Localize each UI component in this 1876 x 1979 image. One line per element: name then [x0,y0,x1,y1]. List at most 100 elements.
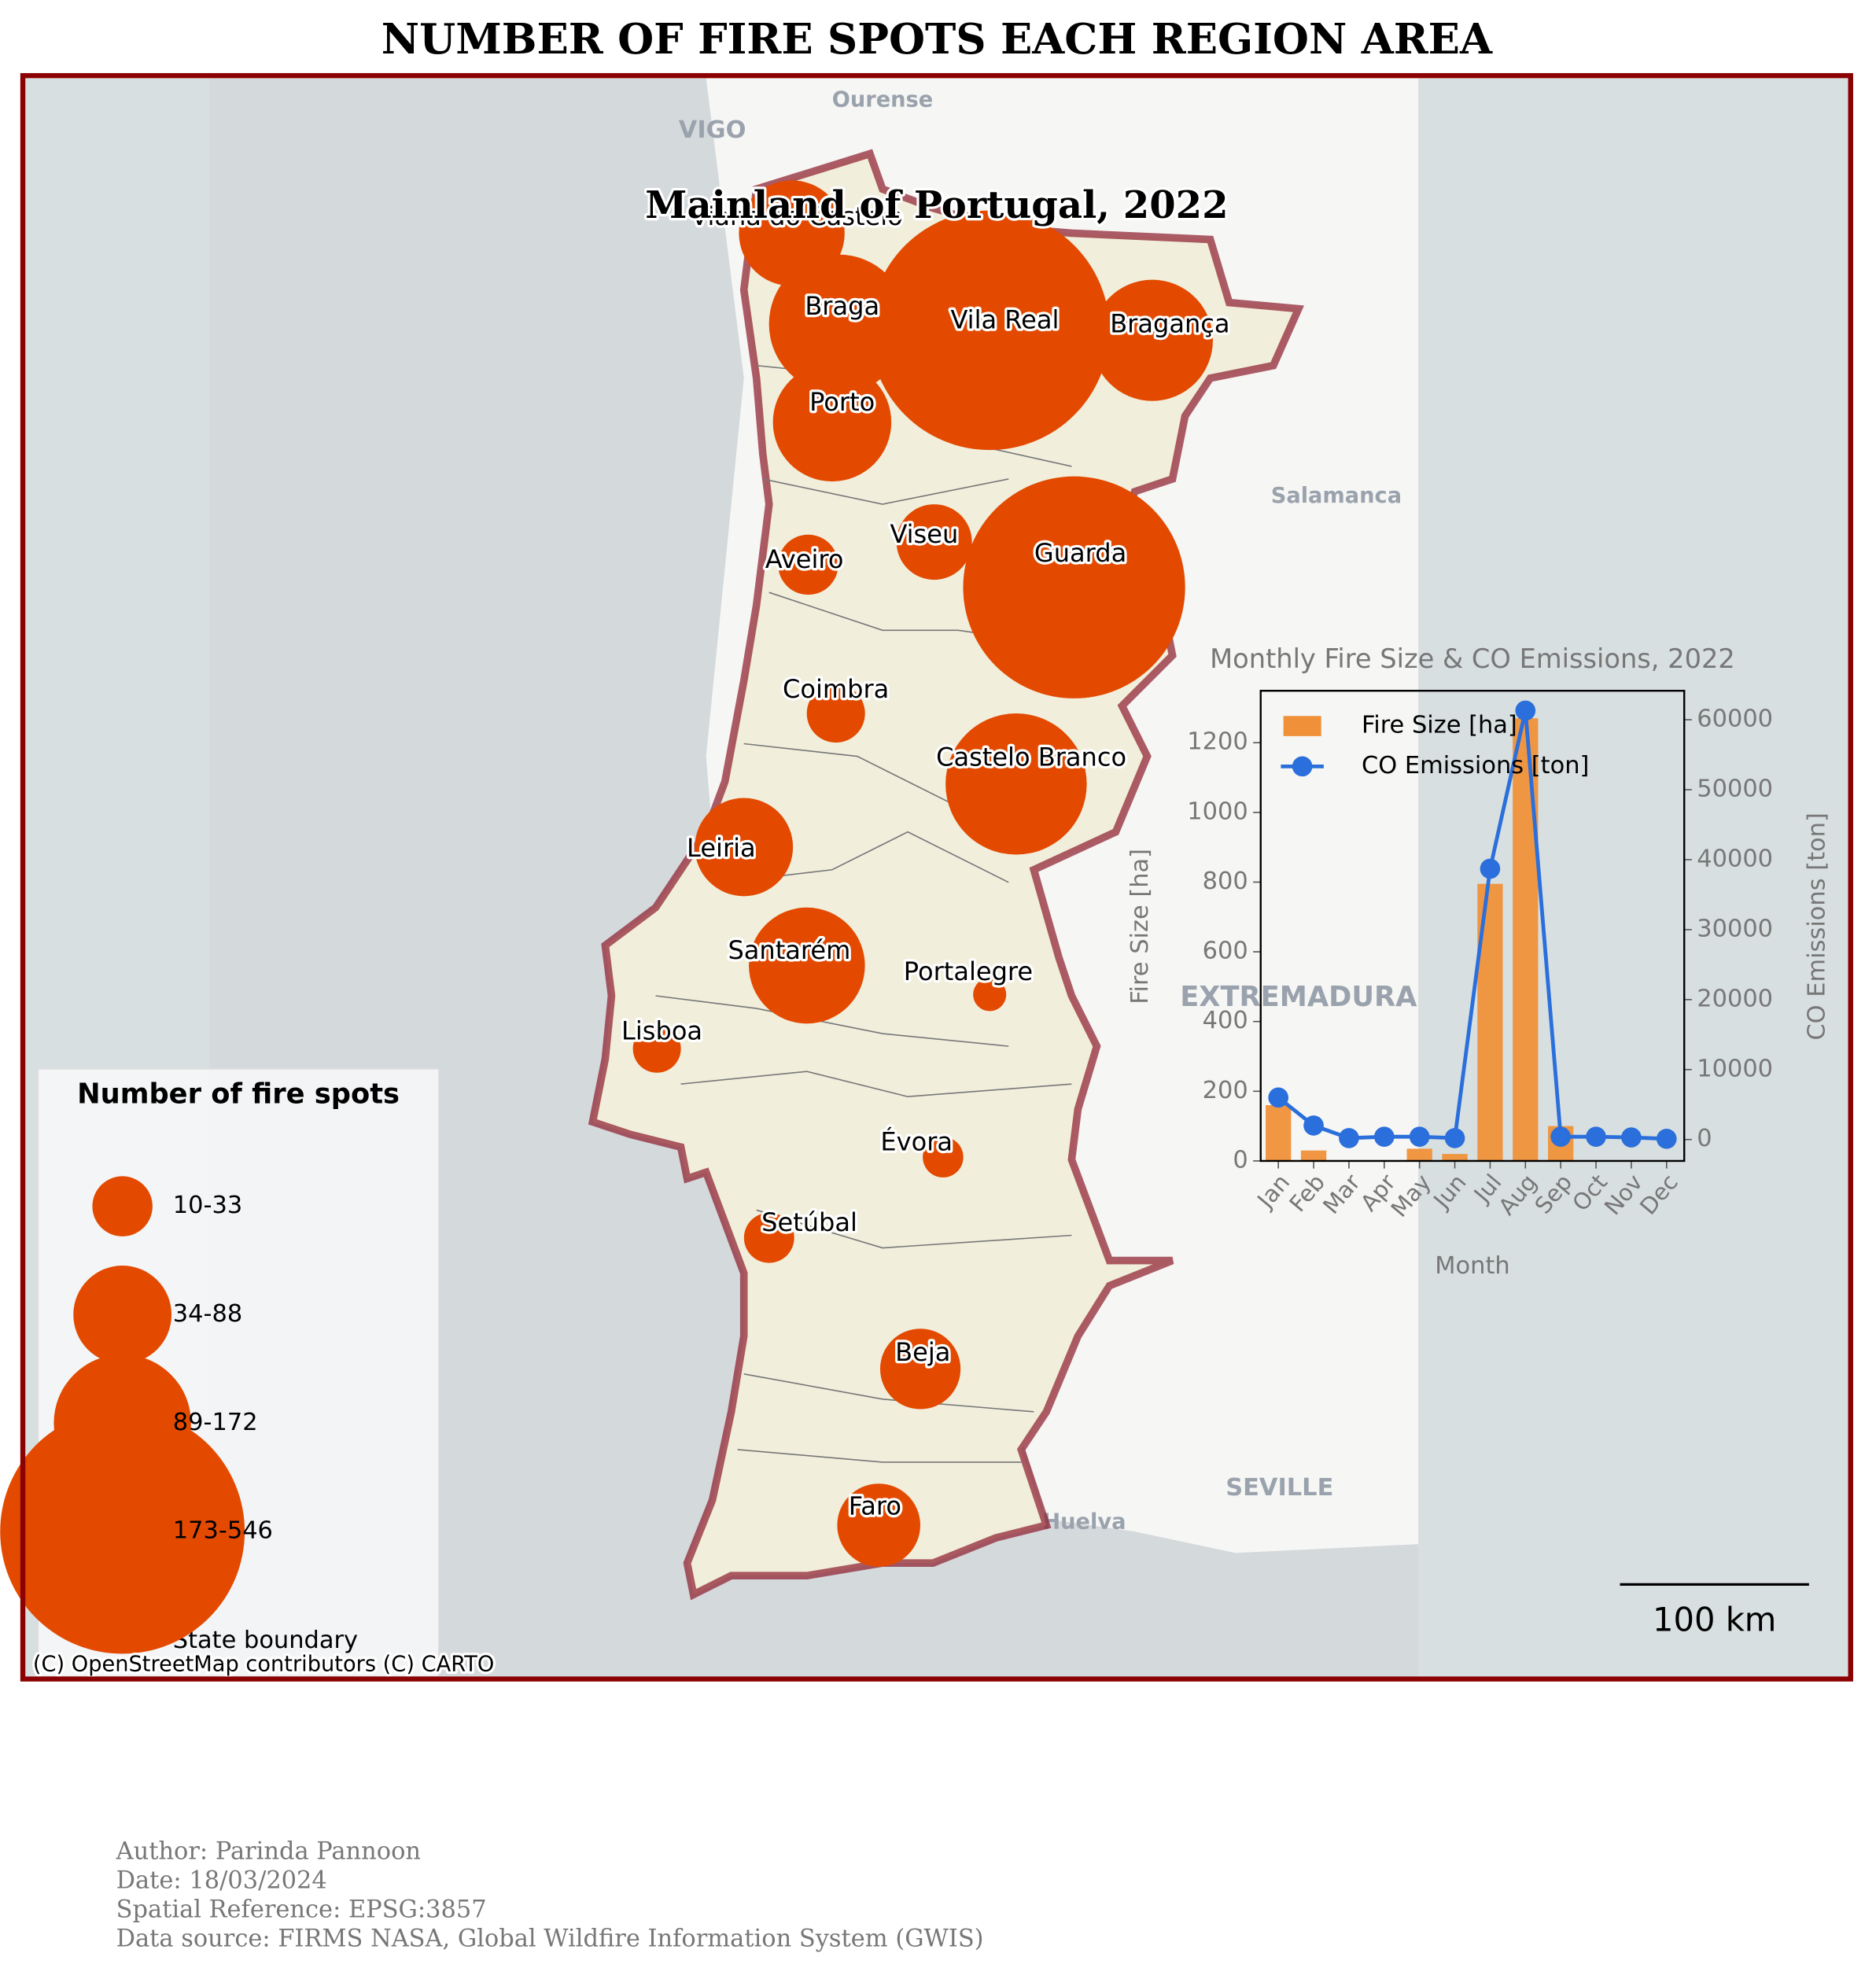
legend-swatch [1283,716,1321,736]
y-tick-label: 1000 [1187,798,1248,825]
fire-bubble [923,1137,964,1177]
footer-line: Date: 18/03/2024 [116,1867,327,1895]
region-label: Évora [880,1127,953,1157]
footer-line: Spatial Reference: EPSG:3857 [116,1896,487,1923]
line-marker [1339,1128,1359,1148]
region-label: Leiria [687,833,756,863]
line-marker [1550,1126,1571,1147]
y2-tick-label: 0 [1697,1125,1712,1152]
region-label: Viseu [890,519,958,549]
line-marker [1656,1129,1677,1149]
y-tick-label: 400 [1203,1007,1248,1034]
fire-bubble [879,1329,961,1410]
line-marker [1303,1115,1324,1136]
y2-tick-label: 50000 [1697,775,1773,802]
fire-bubble [896,504,972,580]
line-marker [1621,1127,1642,1148]
legend-label: 10-33 [173,1192,242,1219]
legend-title: Number of fire spots [77,1078,400,1111]
x-axis-title: Month [1435,1252,1509,1280]
fire-bubble [632,1024,681,1073]
basemap-label: SEVILLE [1225,1474,1333,1502]
legend-label: Fire Size [ha] [1362,712,1517,739]
y-tick-label: 200 [1203,1077,1248,1104]
map-legend: Number of fire spots State boundary 10-3… [0,1068,440,1678]
basemap-label: Huelva [1042,1509,1126,1534]
regions: Viana do Castelo Braga Vila Real Bragança Po… [619,180,1233,1567]
map-frame [20,72,1853,1682]
legend-bubble [0,1409,245,1654]
y-tick-label: 1200 [1187,728,1248,756]
region-label: Aveiro [765,544,844,574]
region-label: Santarém [728,935,850,965]
region-label: Viana do Castelo [691,201,903,231]
region-label: Lisboa [621,1015,702,1045]
region-label: Faro [849,1491,901,1521]
region-label: Guarda [1034,538,1126,568]
map-subtitle: Mainland of Portugal, 2022 [645,183,1228,227]
y-tick-label: 600 [1203,938,1248,965]
line-marker [1515,700,1536,721]
bar [1513,718,1539,1161]
fire-bubble [749,907,865,1024]
bar [1406,1148,1432,1161]
fire-bubble [945,713,1087,855]
page-title: NUMBER OF FIRE SPOTS EACH REGION AREA [381,15,1493,64]
region-label: Vila Real [950,305,1059,335]
bar [1300,1150,1327,1161]
legend-boundary-label: State boundary [173,1627,358,1654]
fire-bubble [837,1483,920,1567]
legend-bubble [92,1176,153,1236]
fire-bubble [973,978,1007,1012]
region-label: Castelo Branco [936,743,1126,772]
region-label: Bragança [1110,308,1229,338]
fire-bubble [743,1212,794,1263]
line-marker [1444,1128,1465,1148]
region-label: Porto [809,387,875,417]
inset-chart: Monthly Fire Size & CO Emissions, 2022 Mo… [1126,643,1831,1280]
map: Ourense VIGO Salamanca EXTREMADURA SEVILLE Hu… [0,72,1853,1682]
y2-tick-label: 40000 [1697,845,1773,872]
legend-label: 89-172 [173,1409,258,1436]
fire-bubble [695,798,794,897]
y2-tick-label: 10000 [1697,1055,1773,1082]
legend-label: CO Emissions [ton] [1362,752,1589,779]
y-tick-label: 800 [1203,868,1248,895]
scale-bar-label: 100 km [1653,1600,1776,1638]
region-label: Coimbra [783,674,889,704]
basemap-label: VIGO [679,116,746,144]
y-tick-label: 0 [1233,1146,1248,1174]
attribution: (C) OpenStreetMap contributors (C) CARTO [33,1652,494,1676]
footer-line: Data source: FIRMS NASA, Global Wildfire… [116,1925,984,1952]
chart-title: Monthly Fire Size & CO Emissions, 2022 [1210,643,1735,674]
fire-bubble [768,254,909,394]
fire-bubble [869,210,1110,451]
y2-tick-label: 20000 [1697,985,1773,1012]
line-marker [1480,858,1501,879]
line-marker [1586,1126,1606,1147]
bar [1442,1154,1468,1161]
fire-bubble [806,684,865,743]
fire-bubble [778,534,838,595]
fire-bubble [963,476,1185,698]
legend-label: 173-546 [173,1517,273,1545]
y2-tick-label: 30000 [1697,915,1773,942]
chart-frame [1259,689,1686,1163]
region-label: Setúbal [761,1207,857,1237]
basemap-label: Ourense [832,88,934,112]
basemap-label: EXTREMADURA [1180,981,1417,1013]
bar [1266,1105,1292,1161]
y-axis-title: Fire Size [ha] [1126,849,1154,1004]
legend-label: 34-88 [173,1300,242,1328]
line-marker [1268,1087,1289,1108]
region-label: Braga [805,291,879,321]
region-label: Beja [895,1337,950,1367]
region-label: Portalegre [904,956,1033,986]
footer-line: Author: Parinda Pannoon [116,1838,421,1866]
line-marker [1409,1126,1430,1147]
basemap-label: Salamanca [1271,484,1402,508]
fire-bubble [1091,279,1213,401]
line-marker [1373,1126,1395,1147]
